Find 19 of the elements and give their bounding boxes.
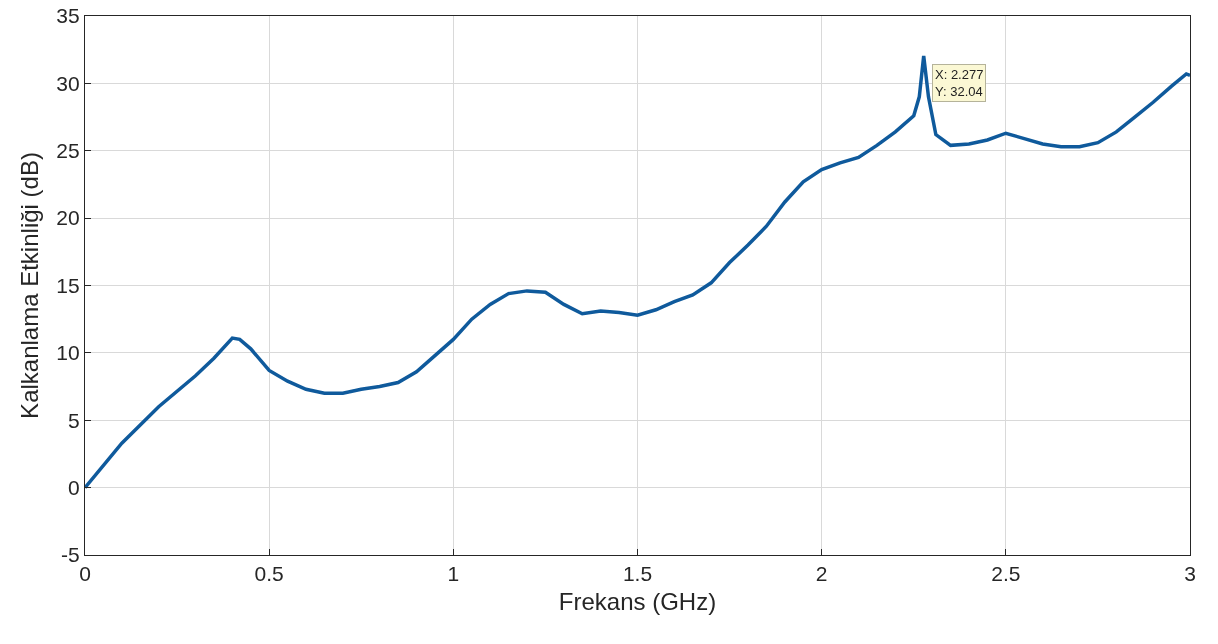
x-tick-label: 2.5 (991, 562, 1021, 586)
y-tick-label: 5 (68, 408, 80, 432)
x-tick-label: 1.5 (622, 562, 653, 586)
line-series (85, 54, 1190, 490)
y-axis-title: Kalkanlama Etkinliği (dB) (16, 152, 44, 419)
annotation: X: 2.277 Y: 32.04 (935, 67, 984, 99)
x-tick-label: 2 (815, 562, 828, 586)
y-tick-label: 35 (56, 4, 80, 28)
x-axis-title: Frekans (GHz) (558, 587, 717, 615)
y-tick-label: 25 (56, 139, 80, 163)
x-tick-label: 0.5 (254, 562, 284, 586)
y-tick-label: 30 (56, 71, 80, 95)
x-tick-label: 1 (447, 562, 460, 586)
y-tick-label: 0 (68, 475, 80, 499)
y-tick-label: 15 (56, 273, 80, 297)
y-tick-label: 20 (56, 206, 80, 230)
x-tick-label: 3 (1184, 562, 1196, 586)
y-tick-label: -5 (61, 543, 80, 567)
y-tick-label: 10 (56, 341, 80, 365)
